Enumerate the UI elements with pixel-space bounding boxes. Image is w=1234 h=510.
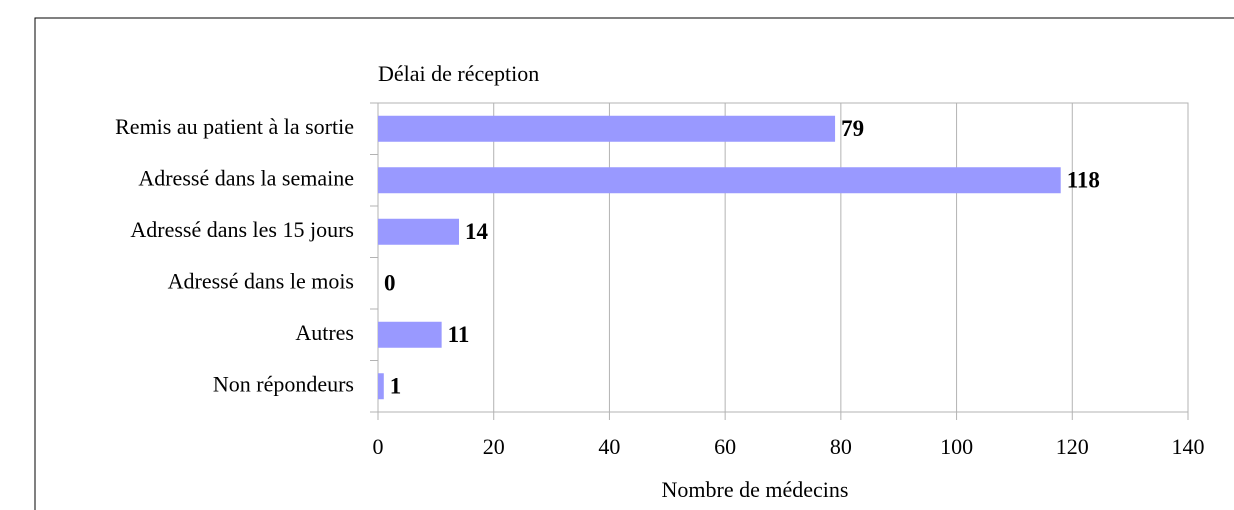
value-label: 0 (384, 271, 396, 296)
bar (378, 321, 442, 348)
x-axis-label: Nombre de médecins (662, 477, 849, 502)
chart-title: Délai de réception (378, 61, 539, 86)
y-tick-label: Autres (295, 320, 354, 345)
x-tick-label: 0 (373, 434, 384, 459)
bar (378, 218, 459, 245)
plot-area (377, 102, 1189, 413)
x-tick-label: 80 (830, 434, 852, 459)
y-tick-label: Remis au patient à la sortie (115, 114, 354, 139)
x-tick-label: 140 (1172, 434, 1205, 459)
value-label: 79 (841, 116, 864, 141)
bar (378, 373, 384, 400)
x-tick-label: 100 (940, 434, 973, 459)
value-label: 1 (390, 374, 402, 399)
frame (34, 17, 1234, 510)
bar (378, 115, 836, 142)
x-tick-label: 120 (1056, 434, 1089, 459)
bar (378, 167, 1061, 194)
x-tick-label: 20 (483, 434, 505, 459)
y-tick-label: Adressé dans la semaine (138, 165, 354, 190)
x-tick-label: 40 (598, 434, 620, 459)
value-label: 14 (465, 219, 489, 244)
y-tick-label: Non répondeurs (213, 371, 354, 396)
y-tick-label: Adressé dans le mois (168, 268, 354, 293)
value-label: 118 (1067, 168, 1100, 193)
x-tick-label: 60 (714, 434, 736, 459)
y-tick-label: Adressé dans les 15 jours (130, 217, 354, 242)
value-label: 11 (448, 322, 470, 347)
